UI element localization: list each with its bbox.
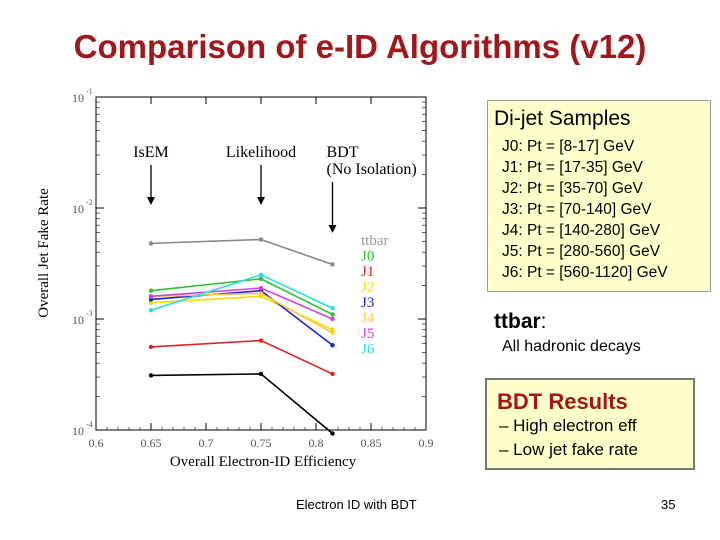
y-tick-exponent: -3 [86, 309, 93, 318]
data-point-J1 [258, 338, 264, 343]
slide-title: Comparison of e-ID Algorithms (v12) [73, 28, 647, 65]
data-point-J2 [330, 327, 335, 332]
sample-line-j2: J2: Pt = [35-70] GeV [502, 180, 643, 197]
data-point-ttbar [258, 237, 264, 242]
samples-heading: Di-jet Samples [494, 107, 631, 130]
sample-line-j6: J6: Pt = [560-1120] GeV [502, 264, 668, 281]
data-point-J6 [258, 272, 264, 278]
ttbar-heading-label: ttbar [494, 310, 541, 333]
data-point-J0 [258, 276, 264, 282]
x-tick-label: 0.8 [309, 436, 324, 450]
data-point-J0 [148, 288, 154, 293]
bdt-results-heading: BDT Results [497, 389, 628, 414]
x-tick-label: 0.9 [419, 436, 434, 450]
annotation-arrow-head [328, 225, 337, 233]
legend-entry-J3: J3 [361, 295, 374, 311]
annotation-arrow-head [147, 197, 155, 205]
bdt-result-item: – Low jet fake rate [499, 440, 638, 459]
data-point-ttbar [330, 262, 335, 267]
y-tick-label: 10 [72, 313, 84, 327]
data-point-J5 [330, 316, 335, 322]
legend-entry-J1: J1 [361, 264, 374, 280]
data-point-J1 [330, 371, 335, 377]
y-axis-label: Overall Jet Fake Rate [36, 188, 52, 318]
sample-line-j4: J4: Pt = [140-280] GeV [502, 222, 661, 239]
page-number: 35 [661, 497, 676, 512]
data-point-J4 [258, 291, 264, 296]
data-point-J3 [148, 297, 154, 302]
y-tick-exponent: -1 [86, 87, 93, 96]
annotation-label: (No Isolation) [327, 161, 417, 178]
annotation-label: BDT [327, 144, 359, 161]
sample-line-j5: J5: Pt = [280-560] GeV [502, 243, 661, 260]
legend-entry-J0: J0 [361, 249, 374, 265]
data-point-J6 [330, 306, 335, 311]
data-point-black [148, 373, 154, 378]
bdt-result-item: – High electron eff [499, 416, 637, 435]
data-point-black [330, 431, 335, 436]
data-point-J5 [148, 294, 154, 299]
dijet-samples-box: Di-jet Samples J0: Pt = [8-17] GeV J1: P… [487, 100, 711, 292]
sample-line-j1: J1: Pt = [17-35] GeV [502, 159, 643, 176]
sample-line-j3: J3: Pt = [70-140] GeV [502, 201, 652, 218]
legend-entry-J6: J6 [361, 342, 375, 358]
data-point-J0 [330, 312, 335, 317]
ttbar-heading: ttbar: [494, 310, 547, 334]
data-point-J5 [258, 285, 264, 291]
x-axis-label: Overall Electron-ID Efficiency [170, 454, 357, 470]
legend-entry-J5: J5 [361, 326, 374, 342]
data-point-J6 [148, 308, 154, 313]
y-tick-label: 10 [72, 424, 84, 438]
x-tick-label: 0.7 [199, 436, 214, 450]
legend-entry-J4: J4 [361, 311, 375, 327]
legend-entry-J2: J2 [361, 280, 374, 296]
data-point-J4 [330, 330, 335, 336]
data-point-J2 [148, 300, 154, 305]
ttbar-description: All hadronic decays [502, 338, 641, 355]
data-point-ttbar [148, 241, 154, 246]
legend-entry-ttbar: ttbar [361, 233, 389, 249]
fake-rate-chart: 0.6 0.65 0.7 0.75 0.8 0.85 0.910-110-210-310-4… [36, 87, 434, 470]
annotation-label: IsEM [133, 144, 169, 161]
y-tick-label: 10 [72, 202, 84, 216]
data-point-J3 [330, 343, 335, 348]
y-tick-exponent: -4 [86, 420, 93, 429]
y-tick-exponent: -2 [86, 198, 93, 207]
sample-line-j0: J0: Pt = [8-17] GeV [502, 138, 635, 155]
x-tick-label: 0.75 [251, 436, 272, 450]
ttbar-heading-colon: : [540, 310, 547, 333]
annotation-arrow-head [257, 197, 265, 205]
footer-text: Electron ID with BDT [296, 497, 417, 512]
y-tick-label: 10 [72, 91, 84, 105]
data-point-J1 [148, 344, 154, 350]
x-tick-label: 0.65 [141, 436, 162, 450]
bdt-results-box: BDT Results – High electron eff – Low je… [485, 378, 695, 470]
x-tick-label: 0.6 [89, 436, 104, 450]
x-tick-label: 0.85 [361, 436, 382, 450]
data-point-black [258, 371, 264, 377]
annotation-label: Likelihood [226, 144, 296, 161]
